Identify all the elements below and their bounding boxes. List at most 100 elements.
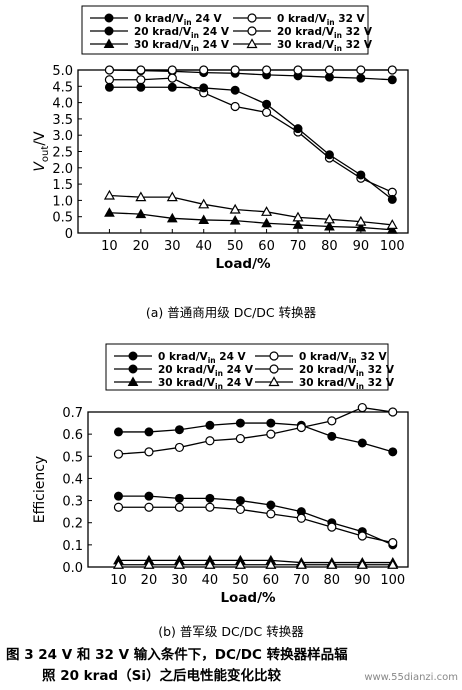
data-point-s3 (357, 531, 367, 541)
data-point-s4 (198, 214, 210, 224)
data-point-s2 (174, 493, 184, 503)
data-point-s2 (262, 99, 272, 109)
legend-label: 30 krad/Vin 32 V (277, 39, 373, 53)
data-point-s5 (166, 191, 178, 202)
chart-a-output-voltage: 00.5 1.01.52.02.5 3.03.54.0 4.55.0 10 20 30 40 5… (32, 5, 409, 272)
legend-box (81, 5, 369, 55)
data-point-s5 (292, 211, 304, 222)
data-point-s1 (174, 442, 185, 453)
plot-frame (87, 411, 409, 568)
legend-marker (269, 364, 279, 374)
data-point-s3 (199, 65, 209, 75)
x-axis-label: Load/% (215, 256, 271, 272)
x-tick-label: 40 (195, 239, 212, 254)
y-tick-label: 0.0 (62, 561, 83, 576)
data-point-s5 (355, 215, 367, 226)
data-point-s4 (166, 212, 178, 223)
legend-marker (104, 26, 114, 36)
data-point-s3 (113, 502, 124, 512)
data-point-s4 (261, 217, 272, 228)
data-point-s3 (104, 65, 115, 75)
data-point-s3 (296, 513, 306, 523)
data-point-s2 (205, 493, 215, 503)
y-tick-label: 0.3 (62, 495, 83, 510)
legend-label: 0 krad/Vin 32 V (277, 13, 366, 27)
data-point-s1 (230, 101, 240, 112)
y-tick-label: 0.4 (62, 472, 83, 487)
x-tick-label: 60 (263, 573, 280, 588)
data-point-s2 (266, 500, 276, 510)
data-point-s5 (112, 559, 125, 569)
data-point-s0 (388, 447, 398, 457)
series-line-0 (118, 422, 393, 453)
series-line-4 (109, 212, 393, 231)
data-point-s2 (136, 82, 146, 92)
series-line-0 (109, 69, 393, 81)
x-axis-label: Load/% (220, 590, 276, 606)
data-point-s2 (167, 82, 177, 92)
data-point-s5 (173, 559, 185, 569)
data-point-s2 (356, 170, 366, 180)
legend-marker (247, 26, 257, 36)
x-tick-label: 50 (232, 573, 249, 588)
data-point-s1 (144, 447, 154, 457)
data-point-s2 (199, 83, 209, 93)
y-tick-label: 0.1 (62, 539, 83, 554)
legend-label: 20 krad/Vin 24 V (134, 26, 230, 40)
x-tick-label: 100 (380, 573, 405, 588)
series-line-2 (109, 86, 393, 200)
data-point-s3 (167, 65, 177, 75)
legend-label: 0 krad/Vin 32 V (299, 351, 388, 365)
data-point-s1 (327, 416, 337, 426)
data-point-s5 (265, 559, 277, 569)
x-tick-label: 10 (101, 239, 118, 254)
data-point-s3 (261, 65, 272, 75)
data-point-s1 (104, 75, 115, 85)
data-point-s1 (388, 407, 398, 417)
data-point-s1 (113, 449, 124, 459)
y-tick-label: 4.0 (52, 97, 73, 112)
y-tick-label: 0.7 (62, 406, 83, 421)
series-line-3 (118, 506, 393, 544)
x-tick-label: 60 (258, 239, 275, 254)
x-tick-label: 80 (324, 573, 341, 588)
series-line-2 (118, 495, 394, 546)
data-point-s5 (326, 559, 338, 569)
data-point-s3 (266, 509, 276, 519)
data-point-s1 (167, 73, 177, 83)
data-point-s3 (136, 65, 146, 75)
data-point-s5 (386, 219, 398, 229)
data-point-s4 (355, 221, 367, 232)
series-line-1 (109, 77, 393, 193)
x-tick-label: 20 (133, 239, 150, 254)
x-tick-label: 30 (164, 239, 181, 254)
data-point-s4 (292, 219, 304, 229)
data-point-s3 (230, 65, 240, 75)
x-tick-label: 70 (290, 239, 307, 254)
data-point-s0 (387, 75, 397, 85)
data-point-s3 (356, 65, 366, 75)
subfigure-caption-a: (a) 普通商用级 DC/DC 转换器 (145, 305, 317, 320)
data-point-s2 (235, 496, 245, 506)
data-point-s1 (357, 402, 367, 413)
legend-marker (127, 376, 139, 386)
legend-marker (269, 351, 279, 361)
legend-label: 30 krad/Vin 24 V (134, 39, 230, 53)
series-line-1 (118, 406, 393, 455)
legend-marker (268, 376, 280, 387)
legend-label: 20 krad/Vin 32 V (277, 26, 373, 40)
data-point-s3 (205, 502, 215, 512)
data-point-s1 (296, 422, 306, 433)
y-axis-label: Efficiency (32, 456, 48, 523)
data-point-s1 (205, 436, 215, 446)
watermark: www.55dianzi.com (364, 672, 458, 683)
data-point-s0 (235, 418, 245, 428)
y-tick-label: 4.5 (52, 80, 73, 95)
series-line-5 (109, 194, 393, 226)
y-tick-label: 0.5 (52, 211, 73, 226)
data-point-s4 (135, 208, 147, 219)
data-point-s1 (266, 429, 276, 439)
y-tick-label: 0.5 (62, 450, 83, 465)
y-tick-label: 2.5 (52, 146, 73, 161)
data-point-s5 (135, 191, 147, 202)
